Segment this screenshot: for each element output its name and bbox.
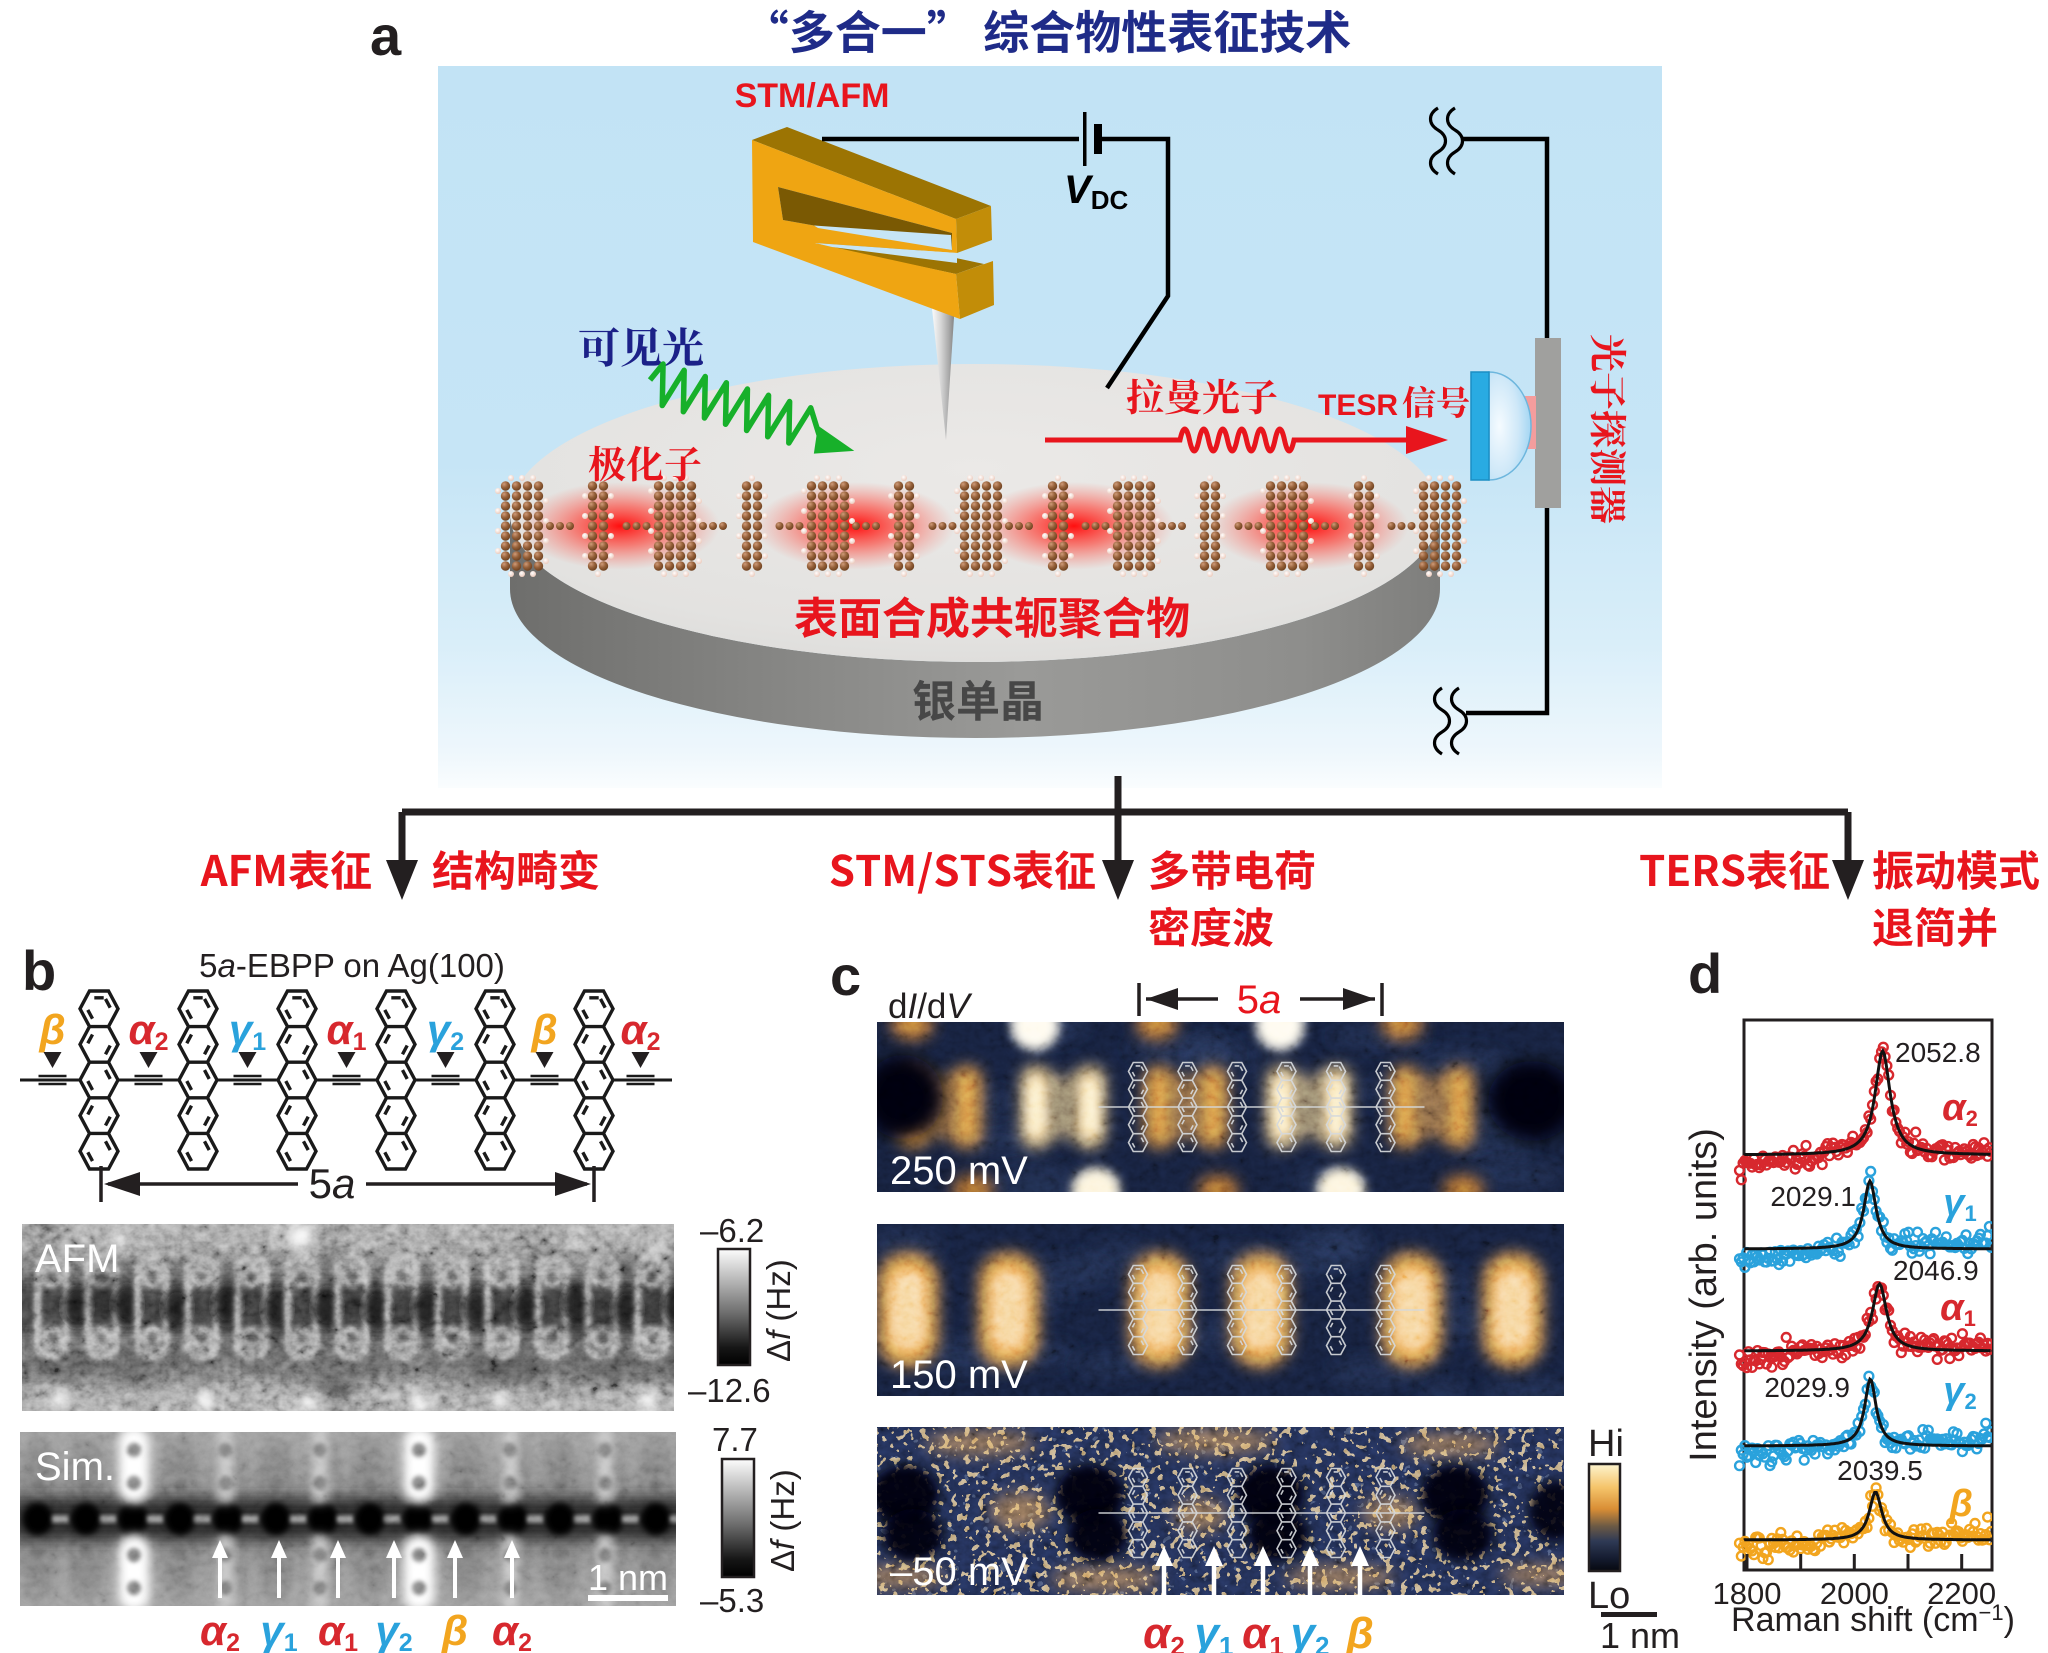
svg-text:250 mV: 250 mV [890, 1149, 1028, 1193]
svg-text:β: β [530, 1006, 557, 1053]
svg-text:dI/dV: dI/dV [888, 987, 973, 1026]
svg-text:5a-EBPP on Ag(100): 5a-EBPP on Ag(100) [199, 947, 505, 984]
svg-text:Intensity (arb. units): Intensity (arb. units) [1683, 1128, 1725, 1462]
svg-text:Lo: Lo [1588, 1575, 1630, 1617]
svg-text:–50 mV: –50 mV [890, 1550, 1028, 1594]
svg-text:VDC: VDC [1064, 168, 1128, 215]
svg-text:TESR: TESR [1318, 389, 1398, 422]
svg-text:2029.9: 2029.9 [1764, 1372, 1850, 1403]
svg-text:β: β [1948, 1483, 1973, 1525]
svg-text:2052.8: 2052.8 [1895, 1037, 1981, 1068]
svg-text:β: β [1345, 1609, 1373, 1653]
svg-text:2046.9: 2046.9 [1893, 1255, 1979, 1286]
svg-text:b: b [22, 939, 56, 1002]
svg-text:Raman shift (cm−1): Raman shift (cm−1) [1731, 1600, 2015, 1639]
svg-text:AFM: AFM [35, 1237, 119, 1281]
svg-text:150 mV: 150 mV [890, 1353, 1028, 1397]
svg-text:a: a [370, 4, 402, 67]
svg-text:2029.1: 2029.1 [1770, 1181, 1856, 1212]
svg-text:Sim.: Sim. [35, 1445, 115, 1489]
svg-text:5a: 5a [309, 1160, 356, 1207]
svg-text:Δf (Hz): Δf (Hz) [760, 1259, 797, 1362]
svg-text:1 nm: 1 nm [588, 1557, 668, 1598]
svg-text:d: d [1688, 942, 1722, 1005]
svg-text:5a: 5a [1237, 978, 1282, 1022]
svg-text:α1: α1 [1242, 1609, 1284, 1653]
svg-text:2000: 2000 [1820, 1576, 1889, 1611]
svg-text:–12.6: –12.6 [688, 1372, 771, 1409]
svg-text:c: c [830, 944, 861, 1007]
svg-text:β: β [38, 1006, 65, 1053]
svg-text:α2: α2 [200, 1607, 240, 1653]
svg-text:STM/AFM: STM/AFM [735, 77, 890, 115]
svg-text:2039.5: 2039.5 [1837, 1455, 1923, 1486]
svg-text:1 nm: 1 nm [1600, 1615, 1680, 1653]
svg-text:–5.3: –5.3 [700, 1582, 764, 1619]
svg-text:Δf (Hz): Δf (Hz) [764, 1469, 801, 1572]
svg-text:7.7: 7.7 [712, 1421, 758, 1458]
svg-text:1800: 1800 [1713, 1576, 1782, 1611]
svg-text:–6.2: –6.2 [700, 1212, 764, 1249]
svg-text:β: β [441, 1607, 468, 1653]
svg-text:2200: 2200 [1927, 1576, 1996, 1611]
svg-text:Hi: Hi [1588, 1423, 1624, 1465]
